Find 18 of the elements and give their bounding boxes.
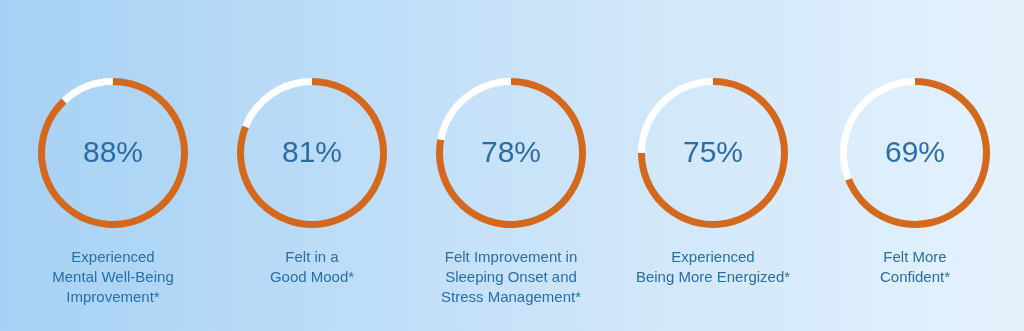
data-label: 69%: [884, 135, 946, 168]
donut-slice: [237, 78, 387, 228]
donut-slice: [845, 78, 990, 228]
text: Felt Improvement in Sleeping Onset and Stress Management*: [440, 248, 582, 305]
donut-slice: [436, 78, 586, 228]
data-label: 75%: [682, 135, 744, 168]
donut-slice: [242, 78, 312, 128]
data-label: 78%: [480, 135, 542, 168]
data-label: 81%: [281, 135, 343, 168]
data-label: 88%: [82, 135, 144, 168]
text: Felt in a Good Mood*: [269, 248, 355, 285]
donut-slice: [638, 78, 788, 228]
text: Experienced Mental Well-Being Improvement*: [52, 248, 174, 305]
text: Felt More Confident*: [879, 248, 951, 285]
donut-slice: [61, 78, 113, 104]
text: Experienced Being More Energized*: [635, 248, 791, 285]
donut-slice: [38, 78, 188, 228]
donut-slice: [437, 78, 511, 141]
